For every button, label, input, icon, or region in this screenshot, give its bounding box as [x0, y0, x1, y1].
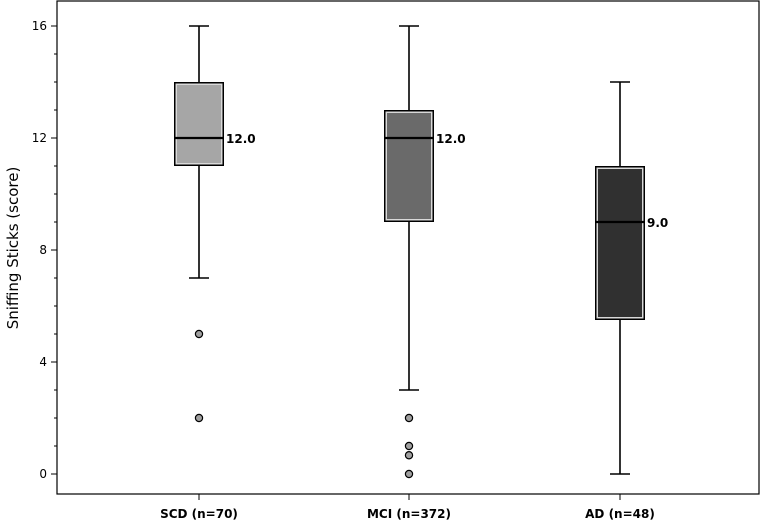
box-group: 12.0: [384, 25, 466, 479]
x-axis: SCD (n=70) MCI (n=372) AD (n=48): [160, 494, 655, 521]
box-group: 9.0: [595, 81, 668, 475]
box-fill: [598, 169, 642, 317]
median-label: 12.0: [226, 132, 256, 146]
boxes-layer: 12.0 12.0 9.0: [174, 25, 668, 479]
box-fill: [387, 113, 431, 219]
median-label: 12.0: [436, 132, 466, 146]
outlier-point: [404, 413, 414, 423]
y-axis: 0 4 8 12 16: [32, 19, 57, 481]
outlier-point: [404, 451, 414, 460]
box-fill: [177, 85, 221, 163]
x-category-label: SCD (n=70): [160, 507, 238, 521]
x-category-label: AD (n=48): [585, 507, 655, 521]
box-group: 12.0: [174, 25, 256, 423]
outlier-point: [404, 469, 414, 479]
outlier-point: [194, 413, 204, 423]
y-tick-label: 12: [32, 131, 47, 145]
median-label: 9.0: [647, 216, 668, 230]
outlier-point: [404, 441, 414, 451]
y-axis-title: Sniffing Sticks (score): [4, 167, 22, 330]
y-tick-label: 16: [32, 19, 47, 33]
y-tick-label: 0: [39, 467, 47, 481]
x-category-label: MCI (n=372): [367, 507, 451, 521]
outlier-point: [194, 329, 204, 339]
y-tick-label: 8: [39, 243, 47, 257]
y-tick-label: 4: [39, 355, 47, 369]
